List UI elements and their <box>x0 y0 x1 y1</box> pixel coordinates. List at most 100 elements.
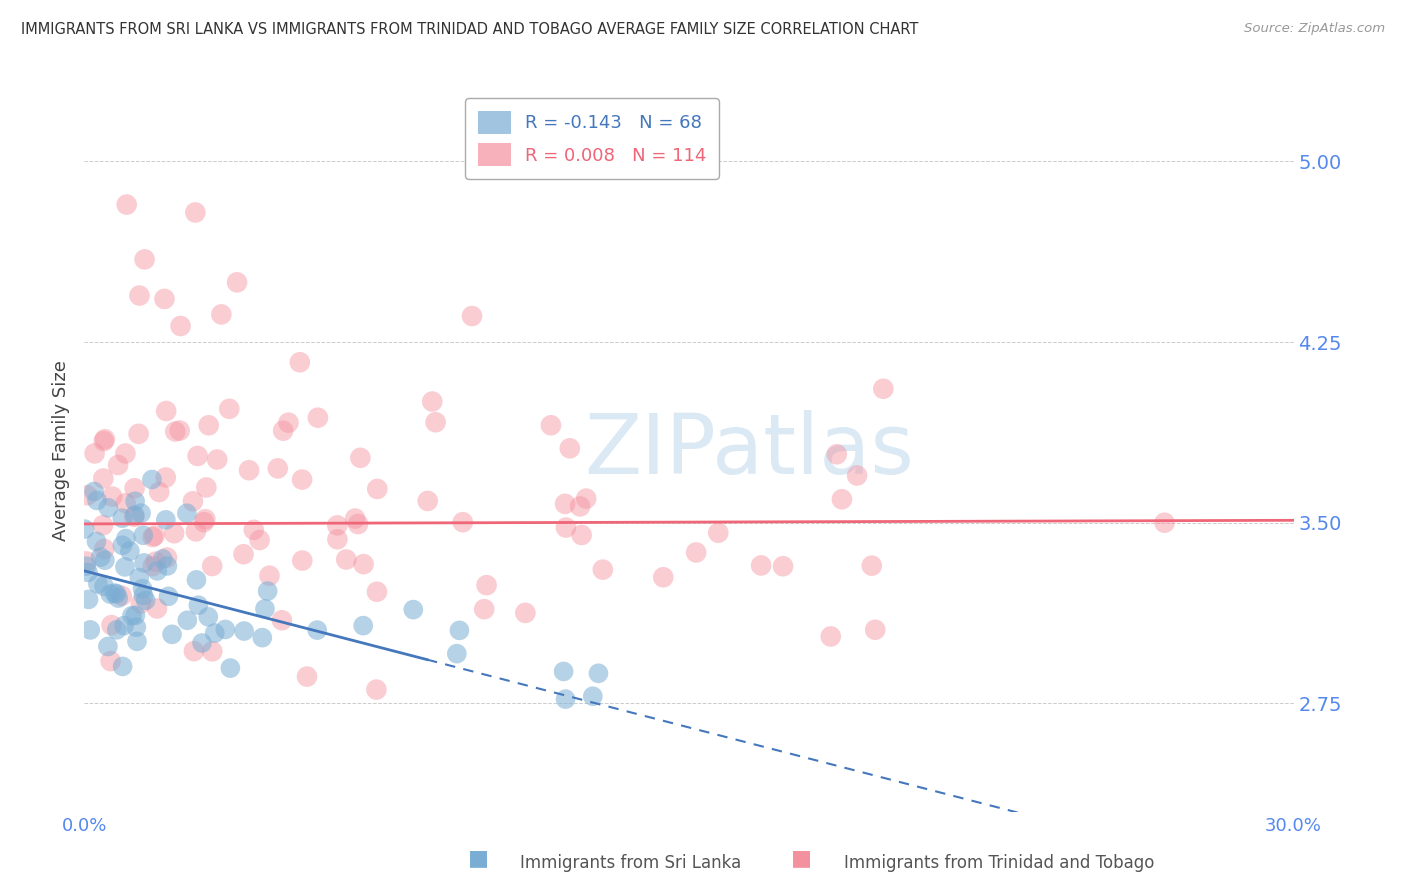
Point <box>555 520 578 534</box>
Point <box>582 690 605 704</box>
Point <box>271 424 294 438</box>
Point <box>165 425 187 439</box>
Point <box>475 578 498 592</box>
Point <box>184 205 207 219</box>
Point <box>863 623 886 637</box>
Point <box>446 647 468 661</box>
Point <box>352 618 374 632</box>
Point <box>112 618 135 632</box>
Point <box>256 584 278 599</box>
Point <box>160 627 183 641</box>
Point <box>169 318 191 333</box>
Point <box>157 590 180 604</box>
Point <box>75 554 97 568</box>
Point <box>288 355 311 369</box>
Point <box>114 446 136 460</box>
Point <box>707 525 730 540</box>
Point <box>209 308 232 322</box>
Point <box>176 506 198 520</box>
Point <box>307 623 329 637</box>
Point <box>122 509 145 524</box>
Point <box>183 644 205 658</box>
Point <box>155 470 177 484</box>
Point <box>100 618 122 632</box>
Point <box>204 626 226 640</box>
Point <box>554 497 576 511</box>
Point <box>94 432 117 446</box>
Point <box>233 624 256 638</box>
Point <box>366 584 388 599</box>
Point <box>259 568 281 582</box>
Point <box>420 394 443 409</box>
Point <box>115 532 138 546</box>
Point <box>226 276 249 290</box>
Point <box>141 473 163 487</box>
Point <box>344 511 367 525</box>
Point <box>97 500 120 515</box>
Point <box>105 623 128 637</box>
Point <box>184 524 207 539</box>
Point <box>105 587 128 601</box>
Point <box>111 589 134 603</box>
Point <box>146 564 169 578</box>
Text: ■: ■ <box>792 848 811 868</box>
Point <box>77 592 100 607</box>
Point <box>872 382 894 396</box>
Point <box>79 623 101 637</box>
Point <box>353 557 375 571</box>
Point <box>103 586 125 600</box>
Point <box>194 512 217 526</box>
Point <box>253 602 276 616</box>
Point <box>569 500 592 514</box>
Point <box>155 513 177 527</box>
Point <box>197 418 219 433</box>
Point <box>156 550 179 565</box>
Point <box>831 492 853 507</box>
Point <box>326 518 349 533</box>
Point <box>142 559 165 574</box>
Point <box>205 452 228 467</box>
Point <box>101 490 124 504</box>
Point <box>472 602 495 616</box>
Point <box>124 481 146 495</box>
Point <box>449 624 471 638</box>
Point <box>135 593 157 607</box>
Point <box>125 620 148 634</box>
Point <box>218 401 240 416</box>
Point <box>201 644 224 658</box>
Point <box>86 493 108 508</box>
Point <box>277 416 299 430</box>
Point <box>176 613 198 627</box>
Point <box>181 494 204 508</box>
Point <box>749 558 772 573</box>
Point <box>558 442 581 456</box>
Point <box>91 518 114 533</box>
Point <box>86 534 108 549</box>
Point <box>238 463 260 477</box>
Point <box>132 528 155 542</box>
Text: ■: ■ <box>468 848 488 868</box>
Point <box>163 526 186 541</box>
Point <box>93 541 115 556</box>
Point <box>252 631 274 645</box>
Point <box>118 544 141 558</box>
Point <box>588 666 610 681</box>
Point <box>132 556 155 570</box>
Point <box>451 515 474 529</box>
Point <box>193 515 215 529</box>
Point <box>232 547 254 561</box>
Point <box>125 634 148 648</box>
Point <box>169 424 191 438</box>
Point <box>83 484 105 499</box>
Point <box>93 579 115 593</box>
Point <box>107 458 129 472</box>
Point <box>155 404 177 418</box>
Point <box>554 692 576 706</box>
Point <box>114 560 136 574</box>
Point <box>249 533 271 547</box>
Text: IMMIGRANTS FROM SRI LANKA VS IMMIGRANTS FROM TRINIDAD AND TOBAGO AVERAGE FAMILY : IMMIGRANTS FROM SRI LANKA VS IMMIGRANTS … <box>21 22 918 37</box>
Point <box>685 545 707 559</box>
Legend: R = -0.143   N = 68, R = 0.008   N = 114: R = -0.143 N = 68, R = 0.008 N = 114 <box>465 98 718 179</box>
Point <box>219 661 242 675</box>
Point <box>846 468 869 483</box>
